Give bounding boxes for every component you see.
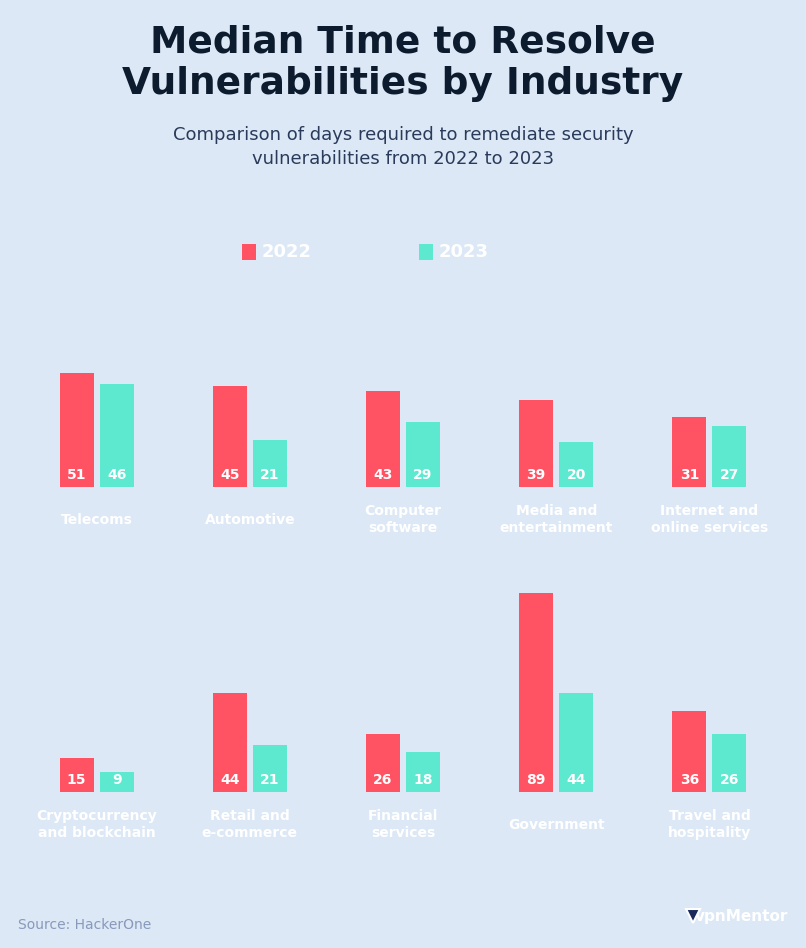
Text: Travel and
hospitality: Travel and hospitality [668, 809, 751, 840]
Text: 27: 27 [720, 468, 739, 482]
Text: 20: 20 [567, 468, 586, 482]
Text: 21: 21 [260, 468, 280, 482]
Bar [672, 417, 706, 486]
Text: Source: HackerOne: Source: HackerOne [18, 918, 152, 932]
Text: 89: 89 [526, 773, 546, 787]
Text: 18: 18 [413, 773, 433, 787]
Bar [406, 752, 440, 792]
Text: Internet and
online services: Internet and online services [650, 504, 768, 536]
Bar [60, 758, 93, 792]
Text: 51: 51 [67, 468, 86, 482]
Text: 15: 15 [67, 773, 86, 787]
Text: Telecoms: Telecoms [60, 513, 132, 526]
Text: 39: 39 [526, 468, 546, 482]
Text: 46: 46 [107, 468, 127, 482]
Text: 36: 36 [679, 773, 699, 787]
Bar [100, 384, 134, 486]
Text: 2023: 2023 [439, 244, 489, 262]
Bar [242, 244, 256, 261]
Text: 29: 29 [413, 468, 433, 482]
Text: 44: 44 [567, 773, 586, 787]
Bar [713, 734, 746, 792]
Bar [713, 427, 746, 486]
Text: 21: 21 [260, 773, 280, 787]
Text: 31: 31 [679, 468, 699, 482]
Text: Automotive: Automotive [205, 513, 295, 526]
Text: Media and
entertainment: Media and entertainment [500, 504, 613, 536]
Text: Retail and
e-commerce: Retail and e-commerce [202, 809, 297, 840]
Bar [519, 593, 553, 792]
Bar [366, 391, 400, 486]
Text: 9: 9 [112, 773, 122, 787]
Text: 45: 45 [220, 468, 239, 482]
Bar [406, 422, 440, 486]
Text: Financial
services: Financial services [368, 809, 438, 840]
Bar [253, 440, 287, 486]
Bar [519, 399, 553, 486]
Text: 26: 26 [373, 773, 393, 787]
Text: vpnMentor: vpnMentor [695, 909, 788, 924]
Bar [672, 711, 706, 792]
Text: 2022: 2022 [262, 244, 312, 262]
Bar [253, 745, 287, 792]
Bar [366, 734, 400, 792]
Bar [60, 373, 93, 486]
Bar [559, 694, 593, 792]
Text: Cryptocurrency
and blockchain: Cryptocurrency and blockchain [36, 809, 157, 840]
Bar [559, 442, 593, 486]
Bar [419, 244, 433, 261]
Text: 44: 44 [220, 773, 239, 787]
Text: 26: 26 [720, 773, 739, 787]
Bar [100, 772, 134, 792]
Ellipse shape [0, 159, 806, 248]
Text: Comparison of days required to remediate security
vulnerabilities from 2022 to 2: Comparison of days required to remediate… [172, 126, 634, 168]
Text: Computer
software: Computer software [364, 504, 442, 536]
Text: Government: Government [508, 818, 604, 831]
Text: 43: 43 [373, 468, 393, 482]
Bar [213, 386, 247, 486]
Text: Median Time to Resolve
Vulnerabilities by Industry: Median Time to Resolve Vulnerabilities b… [123, 25, 683, 102]
Bar [213, 694, 247, 792]
